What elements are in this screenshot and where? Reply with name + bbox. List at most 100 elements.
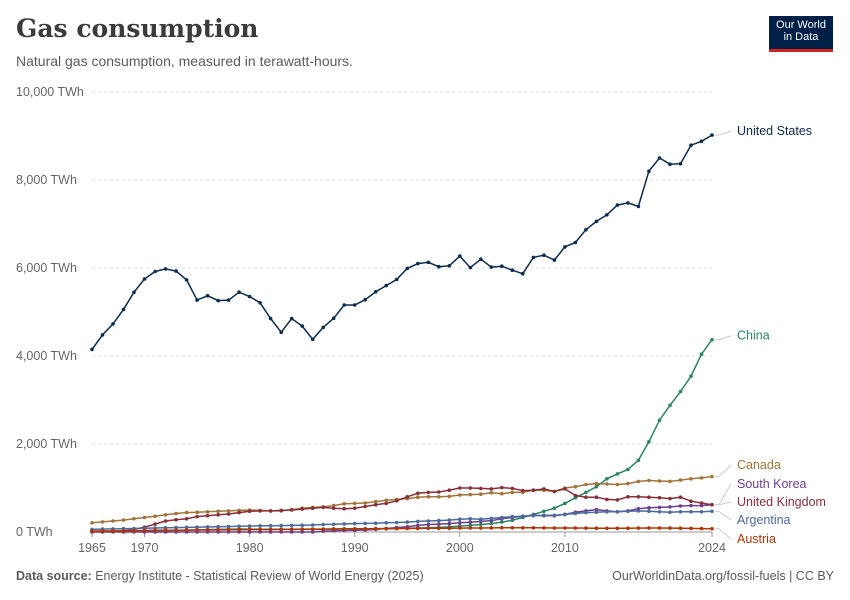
data-point <box>342 303 347 307</box>
data-point <box>594 495 599 500</box>
data-point <box>258 527 262 532</box>
data-point <box>321 522 326 527</box>
data-point <box>447 494 452 499</box>
data-point <box>90 521 94 525</box>
data-point <box>153 528 157 533</box>
data-point <box>300 530 305 534</box>
data-point <box>195 510 199 514</box>
data-point <box>163 519 168 523</box>
data-point <box>352 521 357 526</box>
data-point <box>489 526 494 530</box>
data-point <box>111 519 115 523</box>
data-point <box>468 517 473 521</box>
data-point <box>552 258 557 262</box>
data-point <box>342 522 347 526</box>
data-point <box>594 481 599 486</box>
data-point <box>195 528 199 532</box>
data-point <box>268 527 273 532</box>
data-point <box>300 527 305 532</box>
data-point <box>678 510 683 514</box>
data-point <box>605 213 609 217</box>
data-point <box>531 488 536 493</box>
owid-logo[interactable]: Our World in Data <box>769 16 833 52</box>
data-point <box>363 501 368 505</box>
data-source-text[interactable]: Energy Institute - Statistical Review of… <box>95 569 424 583</box>
data-point <box>699 503 704 508</box>
data-point <box>552 506 557 511</box>
data-point <box>331 527 336 531</box>
series-label: United States <box>737 124 812 138</box>
data-point <box>437 522 441 526</box>
data-point <box>279 330 284 335</box>
data-point <box>247 509 252 514</box>
data-point <box>689 143 693 147</box>
data-point <box>636 495 641 499</box>
data-point <box>626 201 630 205</box>
data-point <box>563 245 567 249</box>
data-point <box>689 374 693 379</box>
data-point <box>405 266 410 271</box>
data-point <box>342 506 347 511</box>
chart-subtitle: Natural gas consumption, measured in ter… <box>16 53 353 69</box>
data-point <box>542 513 546 518</box>
data-point <box>394 520 399 525</box>
data-point <box>657 526 662 530</box>
x-tick-label: 2024 <box>698 541 726 555</box>
data-point <box>710 474 714 479</box>
data-point <box>331 316 336 321</box>
data-point <box>657 479 662 483</box>
data-point <box>563 487 567 491</box>
data-point <box>657 418 662 423</box>
data-point <box>626 481 630 486</box>
data-point <box>373 521 378 525</box>
data-point <box>184 510 189 515</box>
data-point <box>226 512 231 516</box>
data-point <box>479 492 483 497</box>
data-point <box>352 527 357 531</box>
data-point <box>594 484 599 489</box>
data-source: Data source: Energy Institute - Statisti… <box>16 569 424 583</box>
data-point <box>668 162 672 166</box>
data-point <box>373 499 378 504</box>
y-tick-label: 2,000 TWh <box>16 437 77 451</box>
data-point <box>479 486 483 491</box>
data-point <box>184 525 189 530</box>
data-point <box>542 487 546 491</box>
data-point <box>689 477 693 481</box>
data-point <box>615 203 620 207</box>
data-point <box>310 506 315 511</box>
y-tick-label: 4,000 TWh <box>16 349 77 363</box>
data-point <box>100 520 105 524</box>
data-point <box>636 479 641 484</box>
data-point <box>237 527 241 532</box>
data-point <box>468 486 473 490</box>
data-point <box>279 523 284 528</box>
data-point <box>647 495 651 500</box>
source-url[interactable]: OurWorldinData.org/fossil-fuels | CC BY <box>612 569 834 583</box>
data-point <box>699 139 704 144</box>
data-point <box>510 268 515 273</box>
data-point <box>373 526 378 531</box>
data-point <box>573 484 578 489</box>
data-point <box>289 523 294 528</box>
data-point <box>626 526 630 530</box>
data-point <box>174 511 178 516</box>
data-point <box>247 527 252 532</box>
logo-line-2: in Data <box>783 31 819 43</box>
data-point <box>584 526 588 530</box>
data-point <box>542 253 546 257</box>
data-point <box>594 507 599 512</box>
y-tick-label: 0 TWh <box>16 525 53 539</box>
data-point <box>479 517 483 521</box>
data-point <box>90 347 94 352</box>
data-point <box>437 526 441 530</box>
data-point <box>699 510 704 514</box>
data-point <box>699 476 704 480</box>
data-point <box>542 526 546 530</box>
data-point <box>594 510 599 514</box>
data-point <box>626 509 630 514</box>
data-point <box>142 277 147 281</box>
data-point <box>216 528 220 532</box>
data-point <box>163 513 168 517</box>
data-point <box>384 501 389 506</box>
